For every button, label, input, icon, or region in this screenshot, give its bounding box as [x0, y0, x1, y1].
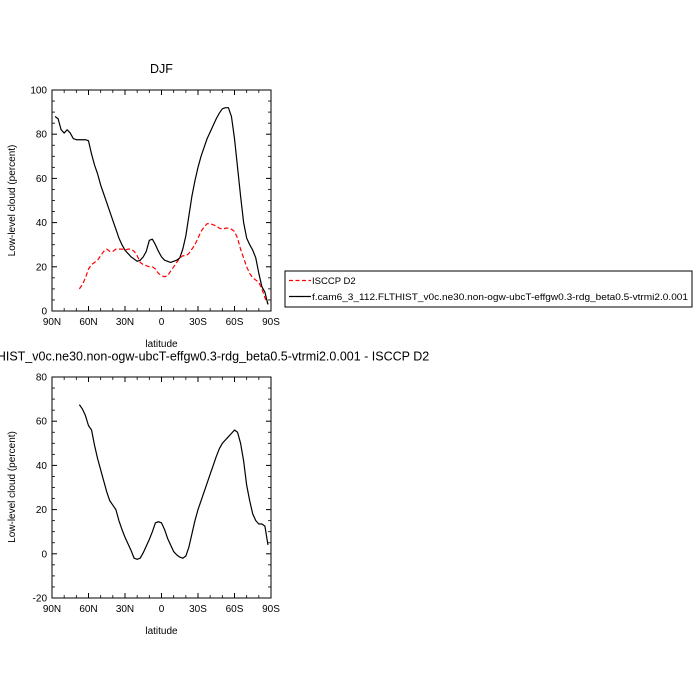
y-tick-label: 60: [36, 417, 48, 428]
y-tick-label: 0: [41, 307, 47, 318]
series-line-model-panel-0: [54, 107, 269, 305]
top-y-axis-label: Low-level cloud (percent): [7, 145, 18, 257]
bottom-y-axis-label: Low-level cloud (percent): [7, 431, 18, 543]
x-tick-label: 0: [159, 317, 165, 328]
y-tick-label: 100: [30, 86, 47, 97]
y-tick-label: 60: [36, 174, 48, 185]
x-tick-label: 90N: [43, 317, 61, 328]
x-tick-label: 60N: [79, 317, 97, 328]
top-plot-frame: [51, 89, 272, 312]
x-tick-label: 0: [159, 604, 165, 615]
bottom-axis-ticks: -20 0 20 40 60 80 90N 60N 30N 0 30S 60S 90S: [33, 373, 281, 616]
x-tick-label: 60S: [226, 604, 244, 615]
legend: ISCCP D2 f.cam6_3_112.FLTHIST_v0c.ne30.n…: [284, 270, 693, 308]
legend-label-model: f.cam6_3_112.FLTHIST_v0c.ne30.non-ogw-ub…: [312, 292, 688, 303]
y-tick-label: 40: [36, 218, 48, 229]
top-series-lines: [54, 107, 269, 305]
top-x-axis-label: latitude: [145, 339, 178, 350]
x-tick-label: 90S: [262, 604, 280, 615]
bottom-chart-title: f.cam6_3_112.FLTHIST_v0c.ne30.non-ogw-ub…: [0, 350, 429, 364]
bottom-plot-frame: [51, 376, 272, 599]
legend-label-isccp: ISCCP D2: [312, 276, 356, 287]
bottom-x-axis-label: latitude: [145, 626, 178, 637]
y-tick-label: 80: [36, 130, 48, 141]
y-tick-label: -20: [33, 594, 48, 605]
bottom-series-lines: [78, 404, 269, 560]
top-axis-ticks: 0 20 40 60 80 100 90N 60N 30N 0 30S 60S 90S: [30, 86, 280, 329]
x-tick-label: 30S: [189, 604, 207, 615]
y-tick-label: 20: [36, 262, 48, 273]
series-line-model-panel-1: [78, 404, 269, 560]
x-tick-label: 60N: [79, 604, 97, 615]
x-tick-label: 90S: [262, 317, 280, 328]
series-line-isccp-panel-0: [78, 223, 269, 305]
legend-box: [284, 270, 693, 308]
top-panel: DJF Low-level cloud (percent) latitude 0…: [7, 62, 280, 350]
top-chart-title: DJF: [150, 62, 173, 76]
x-tick-label: 60S: [226, 317, 244, 328]
y-tick-label: 0: [41, 549, 47, 560]
x-tick-label: 90N: [43, 604, 61, 615]
y-tick-label: 80: [36, 373, 48, 384]
y-tick-label: 20: [36, 505, 48, 516]
y-tick-label: 40: [36, 461, 48, 472]
x-tick-label: 30N: [116, 604, 134, 615]
bottom-panel: f.cam6_3_112.FLTHIST_v0c.ne30.non-ogw-ub…: [0, 350, 429, 638]
x-tick-label: 30N: [116, 317, 134, 328]
x-tick-label: 30S: [189, 317, 207, 328]
